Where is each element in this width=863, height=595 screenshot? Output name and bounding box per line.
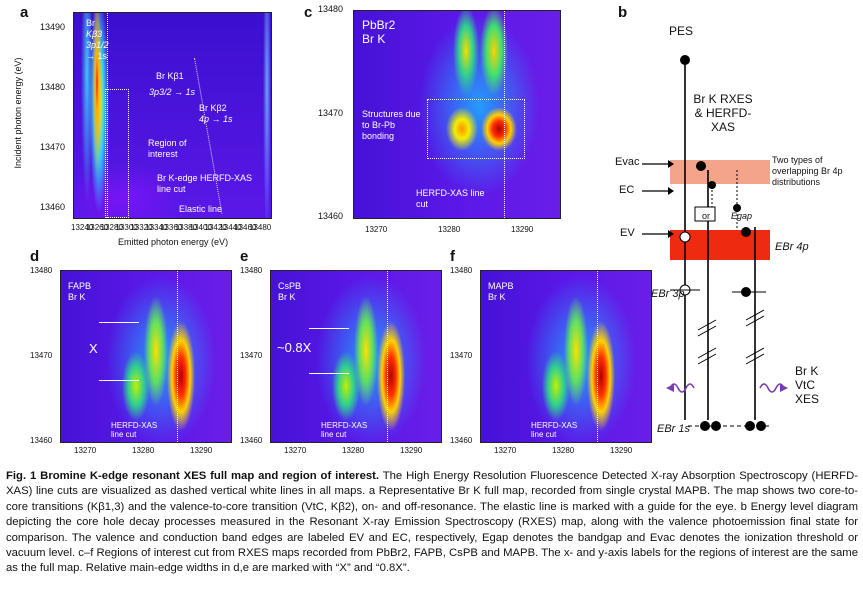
panel-f-label: f bbox=[450, 248, 455, 265]
panel-d-title: FAPB Br K bbox=[68, 281, 92, 302]
panel-c-label: c bbox=[304, 4, 313, 21]
a-xtick-4: 13320 bbox=[130, 223, 153, 232]
c-ytick-2: 13460 bbox=[318, 211, 344, 221]
panel-b-label: b bbox=[618, 4, 628, 21]
a-xtick-7: 13380 bbox=[174, 223, 198, 232]
panel-d-xtick: 13270 bbox=[74, 446, 97, 455]
panel-e-ytick: 13480 bbox=[240, 266, 263, 275]
panel-f-xtick: 13280 bbox=[552, 446, 575, 455]
ebr4p-label: EBr 4p bbox=[775, 241, 809, 253]
width-mark: ~0.8X bbox=[277, 340, 312, 355]
panel-e-label: e bbox=[240, 248, 249, 265]
a-xtick-2: 13280 bbox=[100, 223, 123, 232]
panel-d-xtick: 13280 bbox=[132, 446, 155, 455]
pes-label: PES bbox=[669, 24, 694, 38]
panel-f-line-cut: HERFD-XAS line cut bbox=[531, 421, 578, 439]
panel-a-ylabel: Incident photon energy (eV) bbox=[13, 57, 23, 169]
or-label: or bbox=[702, 211, 711, 221]
a-xtick-1: 13260 bbox=[85, 223, 109, 232]
c-xtick-0: 13270 bbox=[365, 225, 388, 234]
panel-e-xtick: 13270 bbox=[284, 446, 307, 455]
ebr3p-label: EBr 3p bbox=[651, 288, 685, 300]
panel-a-map: Br Kβ3 3p1/2 → 1s Br Kβ1 3p3/2 → 1s Br Kβ2 4… bbox=[73, 12, 272, 219]
ec-label: EC bbox=[619, 184, 635, 196]
a-xtick-3: 13300 bbox=[115, 223, 138, 232]
ev-label: EV bbox=[620, 227, 635, 239]
panel-e-map: CsPB Br K ~0.8X HERFD-XAS line cut bbox=[270, 270, 442, 443]
panel-e-title: CsPB Br K bbox=[278, 281, 302, 302]
panel-d-ytick: 13460 bbox=[30, 436, 53, 445]
panel-e-ytick: 13470 bbox=[240, 351, 263, 360]
a-xtick-11: 13460 bbox=[234, 223, 257, 232]
evac-label: Evac bbox=[615, 156, 640, 168]
ann-structures: Structures due to Br-Pb bonding bbox=[362, 109, 421, 141]
panel-e-line-cut: HERFD-XAS line cut bbox=[321, 421, 368, 439]
a-ytick-3: 13460 bbox=[40, 202, 66, 212]
a-xtick-12: 13480 bbox=[249, 223, 272, 232]
panel-e-xtick: 13280 bbox=[342, 446, 365, 455]
c-xtick-1: 13280 bbox=[438, 225, 461, 234]
panel-d-xtick: 13290 bbox=[190, 446, 213, 455]
panel-f-xtick: 13290 bbox=[610, 446, 633, 455]
panel-e-xtick: 13290 bbox=[400, 446, 423, 455]
ann-br-kb1: Br Kβ1 bbox=[156, 71, 184, 81]
vtc-label: Br K VtC XES bbox=[795, 364, 820, 406]
ann-kb1-transition: 3p3/2 → 1s bbox=[149, 87, 196, 97]
caption-text: The High Energy Resolution Fluorescence … bbox=[6, 470, 858, 575]
energy-level-diagram bbox=[642, 55, 788, 431]
ann-br-kb3: Br Kβ3 3p1/2 → 1s bbox=[86, 18, 109, 61]
panel-f-ytick: 13470 bbox=[450, 351, 473, 360]
a-xtick-8: 13400 bbox=[189, 223, 212, 232]
c-xtick-2: 13290 bbox=[511, 225, 534, 234]
panel-f-title: MAPB Br K bbox=[488, 281, 514, 302]
a-xtick-6: 13360 bbox=[160, 223, 183, 232]
panel-d-label: d bbox=[30, 248, 40, 265]
rxes-title: Br K RXES & HERFD-XAS bbox=[693, 92, 753, 134]
panel-d-ytick: 13480 bbox=[30, 266, 53, 275]
a-xtick-0: 13240 bbox=[71, 223, 94, 232]
ann-elastic-line: Elastic line bbox=[179, 204, 223, 214]
panel-d-ytick: 13470 bbox=[30, 351, 53, 360]
panel-c-map: PbBr2 Br K Structures due to Br-Pb bondin… bbox=[353, 10, 561, 219]
panel-f-map: MAPB Br K HERFD-XAS line cut bbox=[480, 270, 652, 443]
panel-a-label: a bbox=[20, 4, 29, 21]
a-ytick-2: 13470 bbox=[40, 142, 66, 152]
a-xtick-10: 13440 bbox=[219, 223, 242, 232]
caption-title: Fig. 1 Bromine K-edge resonant XES full … bbox=[6, 470, 380, 482]
a-ytick-1: 13480 bbox=[40, 82, 66, 92]
panel-a-xlabel: Emitted photon energy (eV) bbox=[118, 237, 229, 247]
a-xtick-9: 13420 bbox=[204, 223, 227, 232]
conduction-band bbox=[670, 160, 770, 184]
c-ytick-0: 13480 bbox=[318, 4, 344, 14]
figure-caption: Fig. 1 Bromine K-edge resonant XES full … bbox=[6, 469, 858, 577]
panel-e-ytick: 13460 bbox=[240, 436, 263, 445]
a-ytick-0: 13490 bbox=[40, 22, 66, 32]
ebr1s-label: EBr 1s bbox=[657, 423, 691, 435]
panel-d-line-cut: HERFD-XAS line cut bbox=[111, 421, 158, 439]
panel-f-ytick: 13480 bbox=[450, 266, 473, 275]
ann-br-kb2: Br Kβ2 4p → 1s bbox=[199, 103, 233, 124]
panel-c-title: PbBr2 Br K bbox=[362, 18, 396, 46]
width-mark: X bbox=[89, 340, 98, 356]
c-ytick-1: 13470 bbox=[318, 107, 344, 118]
ann-c-line-cut: HERFD-XAS line cut bbox=[416, 188, 485, 209]
egap-label: Egap bbox=[731, 211, 753, 221]
a-xtick-5: 13340 bbox=[145, 223, 168, 232]
two-types-label: Two types of overlapping Br 4p distribut… bbox=[772, 155, 843, 187]
ann-k-edge-cut: Br K-edge HERFD-XAS line cut bbox=[157, 173, 253, 194]
panel-f-xtick: 13270 bbox=[494, 446, 517, 455]
panel-f-ytick: 13460 bbox=[450, 436, 473, 445]
ann-region-of-interest: Region of interest bbox=[148, 138, 187, 159]
panel-d-map: FAPB Br K X HERFD-XAS line cut bbox=[60, 270, 232, 443]
